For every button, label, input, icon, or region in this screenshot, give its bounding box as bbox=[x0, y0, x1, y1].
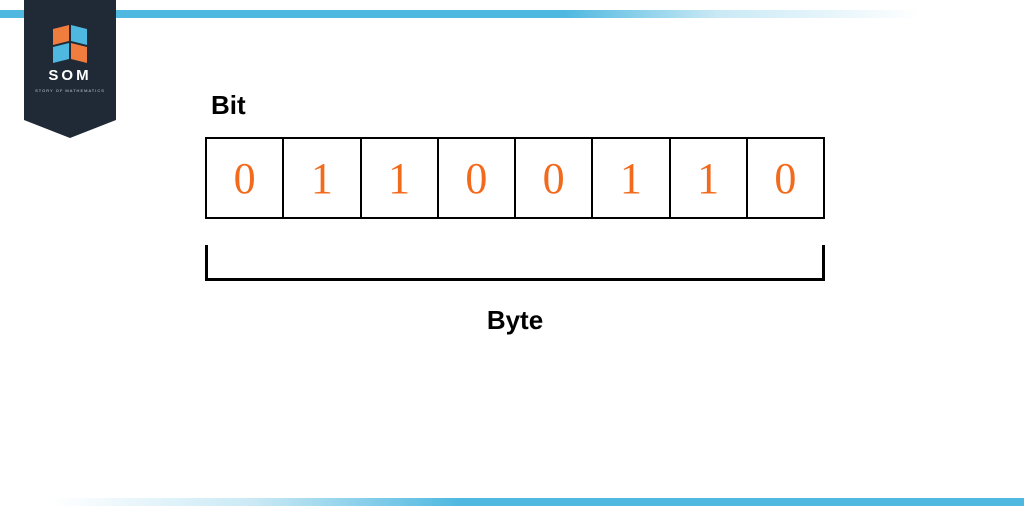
bit-cell: 0 bbox=[207, 139, 284, 217]
logo-text: SOM bbox=[48, 67, 91, 84]
bottom-accent-bar bbox=[0, 498, 1024, 506]
bit-cell: 1 bbox=[362, 139, 439, 217]
bit-cell: 1 bbox=[284, 139, 361, 217]
bit-byte-diagram: Bit 0 1 1 0 0 1 1 0 Byte bbox=[205, 90, 825, 336]
logo-mark-icon bbox=[53, 27, 87, 61]
bit-cell: 0 bbox=[439, 139, 516, 217]
byte-bracket bbox=[205, 245, 825, 281]
logo-badge: SOM STORY OF MATHEMATICS bbox=[24, 0, 116, 120]
bit-cell: 0 bbox=[516, 139, 593, 217]
top-accent-bar bbox=[0, 10, 1024, 18]
bit-cells-row: 0 1 1 0 0 1 1 0 bbox=[205, 137, 825, 219]
bit-cell: 1 bbox=[593, 139, 670, 217]
bit-label: Bit bbox=[211, 90, 825, 121]
logo-subtitle: STORY OF MATHEMATICS bbox=[35, 88, 105, 93]
byte-label: Byte bbox=[205, 305, 825, 336]
bit-cell: 0 bbox=[748, 139, 823, 217]
bit-cell: 1 bbox=[671, 139, 748, 217]
